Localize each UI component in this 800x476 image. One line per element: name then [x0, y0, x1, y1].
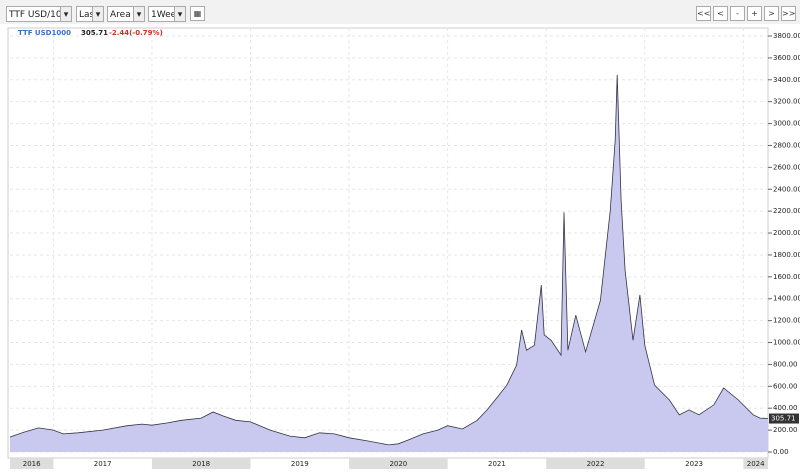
header-last: 305.71 [81, 29, 108, 37]
y-tick-label: 200.00 [773, 426, 798, 434]
y-tick-label: 3400.00 [773, 76, 800, 84]
price-select[interactable]: Last [76, 6, 104, 22]
y-tick-label: 2400.00 [773, 185, 800, 193]
chart: TTF USD1000 305.71 -2.44(-0.79%) 0.00 200… [7, 27, 800, 469]
nav-button[interactable]: < [713, 6, 728, 21]
y-tick-label: 0.00 [773, 448, 789, 456]
y-tick-label: 400.00 [773, 404, 798, 412]
x-tick-label: 2022 [587, 460, 605, 468]
y-tick-label: 1000.00 [773, 339, 800, 347]
nav-button[interactable]: << [696, 6, 711, 21]
area-line [9, 74, 769, 446]
symbol-select[interactable]: TTF USD/100 [6, 6, 72, 22]
y-tick-label: 2800.00 [773, 141, 800, 149]
nav-button[interactable]: > [764, 6, 779, 21]
last-price-box [769, 413, 799, 424]
y-tick-label: 600.00 [773, 382, 798, 390]
y-tick-label: 800.00 [773, 360, 798, 368]
x-band [10, 458, 54, 469]
area [10, 74, 768, 453]
y-tick-label: 3000.00 [773, 120, 800, 128]
y-tick-label: 3600.00 [773, 54, 800, 62]
last-price-label: 305.71 [771, 415, 796, 423]
settings-button[interactable]: ▦ [190, 6, 205, 21]
y-tick-label: 1800.00 [773, 251, 800, 259]
x-band [349, 458, 448, 469]
nav-button[interactable]: >> [781, 6, 796, 21]
y-tick-label: 3200.00 [773, 98, 800, 106]
x-tick-label: 2016 [23, 460, 41, 468]
x-tick-label: 2020 [389, 460, 407, 468]
nav-button[interactable]: + [747, 6, 762, 21]
y-tick-label: 2200.00 [773, 207, 800, 215]
y-tick-label: 1600.00 [773, 273, 800, 281]
x-tick-label: 2019 [291, 460, 309, 468]
header-symbol: TTF USD1000 [18, 29, 71, 37]
x-tick-label: 2017 [94, 460, 112, 468]
x-tick-label: 2024 [747, 460, 765, 468]
x-tick-label: 2018 [192, 460, 210, 468]
y-tick-label: 2000.00 [773, 229, 800, 237]
x-tick-label: 2021 [488, 460, 506, 468]
nav-button[interactable]: - [730, 6, 745, 21]
header-change: -2.44(-0.79%) [109, 29, 163, 37]
toolbar: TTF USD/100 Last Area 1Week ▦ <<<-+>>> [0, 0, 800, 24]
y-tick-label: 2600.00 [773, 163, 800, 171]
y-tick-label: 3800.00 [773, 32, 800, 40]
x-band [546, 458, 645, 469]
y-tick-label: 1400.00 [773, 295, 800, 303]
style-select[interactable]: Area [107, 6, 145, 22]
x-band [151, 458, 251, 469]
x-band [743, 458, 768, 469]
y-tick-label: 1200.00 [773, 317, 800, 325]
period-select[interactable]: 1Week [148, 6, 186, 22]
x-tick-label: 2023 [685, 460, 703, 468]
